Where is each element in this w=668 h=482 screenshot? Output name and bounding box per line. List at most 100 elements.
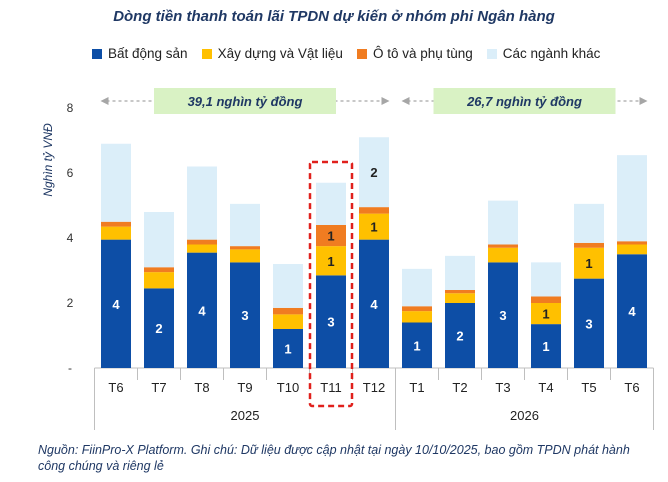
bar-segment-3: [273, 264, 303, 308]
x-tick-label: T5: [581, 380, 596, 395]
bar-data-label: 2: [155, 321, 162, 336]
bar-segment-2: [230, 246, 260, 250]
bar-segment-0: [359, 239, 389, 368]
chart-legend: Bất động sản Xây dựng và Vật liệu Ô tô v…: [92, 46, 600, 61]
bar-segment-2: [359, 207, 389, 214]
bar-segment-0: [445, 303, 475, 368]
bar-data-label: 4: [370, 297, 378, 312]
bar-data-label: 4: [198, 303, 206, 318]
bar-data-label: 3: [327, 315, 334, 330]
y-tick-label: 4: [67, 231, 74, 245]
annotation-box: [433, 88, 616, 114]
bar-segment-2: [445, 290, 475, 294]
bar-data-label: 1: [542, 307, 549, 322]
bar-segment-1: [617, 244, 647, 255]
annotation-text: 26,7 nghìn tỷ đồng: [466, 94, 582, 109]
bar-segment-1: [230, 249, 260, 263]
bar-data-label: 3: [585, 316, 592, 331]
arrow-head-left: [401, 97, 410, 105]
bar-data-label: 2: [456, 329, 463, 344]
bar-segment-3: [402, 268, 432, 307]
bar-segment-3: [316, 182, 346, 225]
x-tick-label: T3: [495, 380, 510, 395]
x-tick-label: T9: [237, 380, 252, 395]
legend-swatch: [92, 48, 102, 59]
chart-title: Dòng tiền thanh toán lãi TPDN dự kiến ở …: [113, 8, 555, 25]
year-label: 2025: [231, 408, 260, 423]
bar-segment-3: [101, 143, 131, 222]
x-tick-label: T4: [538, 380, 553, 395]
bar-data-label: 2: [370, 165, 377, 180]
bar-segment-2: [402, 306, 432, 312]
bar-segment-0: [144, 288, 174, 368]
x-tick-label: T6: [624, 380, 639, 395]
legend-label: Bất động sản: [108, 46, 188, 61]
legend-label: Các ngành khác: [502, 46, 601, 61]
bar-segment-2: [617, 241, 647, 245]
bar-segment-1: [445, 293, 475, 303]
legend-label: Xây dựng và Vật liệu: [217, 46, 343, 61]
x-tick-label: T2: [452, 380, 467, 395]
arrow-head-left: [100, 97, 109, 105]
bar-segment-2: [273, 307, 303, 315]
bar-segment-2: [187, 239, 217, 245]
annotation-text: 39,1 nghìn tỷ đồng: [188, 94, 303, 109]
bar-data-label: 1: [327, 254, 334, 269]
annotation-box: [154, 88, 336, 114]
bar-segment-0: [402, 322, 432, 368]
legend-item-o-to: Ô tô và phụ tùng: [356, 46, 473, 61]
bar-segment-1: [488, 247, 518, 263]
bar-segment-2: [316, 225, 346, 247]
legend-item-bat-dong-san: Bất động sản: [92, 46, 188, 61]
bar-data-label: 3: [499, 308, 506, 323]
legend-swatch: [486, 48, 497, 59]
bar-data-label: 1: [327, 229, 334, 244]
bar-segment-3: [574, 203, 604, 243]
legend-label: Ô tô và phụ tùng: [372, 46, 473, 61]
bar-segment-1: [101, 226, 131, 240]
bar-segment-3: [359, 137, 389, 208]
bar-segment-2: [531, 296, 561, 303]
x-tick-label: T1: [409, 380, 424, 395]
bar-segment-1: [316, 246, 346, 276]
bar-segment-3: [617, 155, 647, 242]
bar-segment-0: [531, 324, 561, 368]
y-tick-label: 2: [67, 296, 74, 310]
arrow-head-right: [381, 97, 390, 105]
bar-segment-0: [488, 262, 518, 368]
bar-segment-0: [316, 275, 346, 368]
bar-data-label: 4: [628, 304, 636, 319]
bar-segment-0: [273, 329, 303, 368]
x-tick-label: T11: [320, 380, 341, 395]
bar-data-label: 1: [413, 338, 420, 353]
bar-segment-2: [101, 221, 131, 227]
bar-data-label: 1: [370, 220, 377, 235]
bar-segment-1: [359, 213, 389, 240]
bar-segment-3: [531, 262, 561, 297]
bar-segment-3: [445, 255, 475, 290]
bar-segment-1: [187, 244, 217, 253]
x-tick-label: T7: [151, 380, 166, 395]
x-tick-label: T10: [277, 380, 299, 395]
bar-segment-0: [574, 278, 604, 368]
bar-segment-0: [101, 239, 131, 368]
x-tick-label: T6: [108, 380, 123, 395]
bar-segment-1: [574, 247, 604, 279]
bar-segment-3: [230, 203, 260, 247]
bar-segment-0: [230, 262, 260, 368]
legend-item-xay-dung: Xây dựng và Vật liệu: [201, 46, 343, 61]
bar-segment-3: [488, 200, 518, 245]
legend-swatch: [201, 48, 212, 59]
bar-data-label: 4: [112, 297, 120, 312]
bar-data-label: 1: [284, 342, 291, 357]
y-tick-label: 8: [67, 101, 74, 115]
bar-segment-3: [187, 166, 217, 240]
bar-segment-1: [144, 272, 174, 289]
arrow-head-right: [639, 97, 648, 105]
bar-segment-1: [531, 303, 561, 325]
bar-data-label: 1: [542, 339, 549, 354]
legend-item-cac-nganh-khac: Các ngành khác: [486, 46, 601, 61]
x-tick-label: T12: [363, 380, 385, 395]
bar-data-label: 3: [241, 308, 248, 323]
